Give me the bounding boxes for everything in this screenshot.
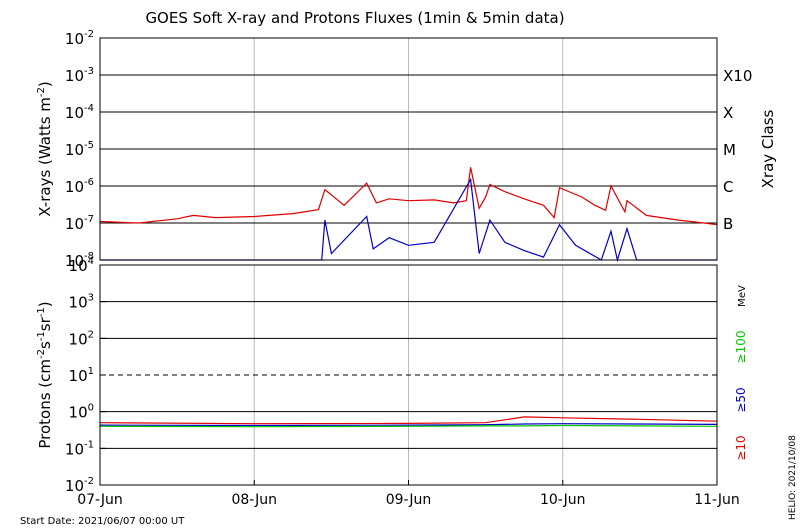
helio-stamp: HELIO: 2021/10/08 bbox=[788, 435, 798, 520]
xray-ytick-base: 10 bbox=[65, 30, 84, 48]
xray-series-long bbox=[99, 167, 718, 226]
xray-ytick-exp: -5 bbox=[84, 140, 94, 151]
xray-ytick-exp: -4 bbox=[84, 103, 94, 114]
xray-class-label: C bbox=[723, 178, 733, 196]
xray-ylabel-exp: -2 bbox=[36, 87, 47, 97]
proton-ytick-label: 100 bbox=[69, 403, 94, 422]
energy-label-50: ≥50 bbox=[734, 387, 748, 412]
xray-ytick-exp: -3 bbox=[84, 66, 94, 77]
x-tick-label: 08-Jun bbox=[231, 492, 277, 508]
xray-class-label: M bbox=[723, 141, 736, 159]
xray-ytick-label: 10-4 bbox=[65, 103, 94, 122]
xray-ytick-label: 10-8 bbox=[65, 251, 94, 270]
proton-ylabel-exp3: -1 bbox=[36, 307, 47, 317]
proton-series-100 bbox=[99, 424, 718, 428]
energy-label-10: ≥10 bbox=[734, 435, 748, 460]
xray-ytick-base: 10 bbox=[65, 178, 84, 196]
proton-ytick-label: 101 bbox=[69, 366, 94, 385]
proton-ytick-base: 10 bbox=[69, 294, 88, 312]
proton-ytick-exp: -2 bbox=[84, 476, 94, 487]
xray-ytick-exp: -7 bbox=[84, 214, 94, 225]
proton-ylabel-sr: sr bbox=[36, 316, 54, 331]
xray-ytick-base: 10 bbox=[65, 215, 84, 233]
proton-ytick-label: 10-2 bbox=[65, 476, 94, 495]
xray-ytick-exp: -6 bbox=[84, 177, 94, 188]
proton-ytick-base: 10 bbox=[69, 367, 88, 385]
proton-ylabel-suffix: ) bbox=[36, 301, 54, 307]
proton-ylabel-s: s bbox=[36, 341, 54, 349]
energy-label-100: ≥100 bbox=[734, 331, 748, 364]
proton-series-50 bbox=[99, 423, 718, 427]
proton-ylabel-exp2: -1 bbox=[36, 331, 47, 341]
xray-class-label: X10 bbox=[723, 67, 752, 85]
proton-ytick-base: 10 bbox=[65, 477, 84, 495]
xray-class-label: X bbox=[723, 104, 733, 122]
proton-ytick-base: 10 bbox=[69, 330, 88, 348]
xray-ytick-base: 10 bbox=[65, 104, 84, 122]
proton-ytick-exp: 3 bbox=[88, 293, 94, 304]
xray-ytick-label: 10-7 bbox=[65, 214, 94, 233]
xray-class-label: B bbox=[723, 215, 733, 233]
proton-ytick-exp: 2 bbox=[88, 329, 94, 340]
xray-ytick-base: 10 bbox=[65, 252, 84, 270]
xray-ytick-base: 10 bbox=[65, 141, 84, 159]
xray-ytick-label: 10-6 bbox=[65, 177, 94, 196]
xray-ylabel: X-rays (Watts m-2) bbox=[36, 81, 54, 216]
xray-ytick-exp: -8 bbox=[84, 251, 94, 262]
proton-ytick-exp: 1 bbox=[88, 366, 94, 377]
proton-ytick-label: 10-1 bbox=[65, 439, 94, 458]
proton-ylabel: Protons (cm-2s-1sr-1) bbox=[36, 301, 54, 448]
proton-ytick-base: 10 bbox=[65, 440, 84, 458]
proton-ylabel-exp1: -2 bbox=[36, 349, 47, 359]
xray-class-axis-label: Xray Class bbox=[759, 109, 777, 188]
xray-ytick-label: 10-3 bbox=[65, 66, 94, 85]
xray-ytick-label: 10-2 bbox=[65, 29, 94, 48]
xray-ytick-exp: -2 bbox=[84, 29, 94, 40]
x-tick-label: 07-Jun bbox=[77, 492, 123, 508]
xray-ylabel-prefix: X-rays (Watts m bbox=[36, 97, 54, 217]
proton-ytick-exp: 0 bbox=[88, 403, 94, 414]
proton-ytick-exp: -1 bbox=[84, 439, 94, 450]
x-tick-label: 11-Jun bbox=[694, 492, 740, 508]
chart-title: GOES Soft X-ray and Protons Fluxes (1min… bbox=[145, 9, 564, 27]
xray-series-short bbox=[100, 177, 717, 263]
proton-ytick-base: 10 bbox=[69, 257, 88, 275]
xray-panel: 10-210-310-410-510-610-710-8 X-rays (Wat… bbox=[36, 29, 777, 270]
proton-ytick-exp: 4 bbox=[88, 256, 94, 267]
proton-ytick-label: 104 bbox=[69, 256, 94, 275]
proton-unit-label: MeV bbox=[737, 285, 748, 307]
x-tick-label: 10-Jun bbox=[540, 492, 586, 508]
proton-ytick-label: 103 bbox=[69, 293, 94, 312]
proton-series-10 bbox=[99, 416, 718, 425]
xray-ytick-label: 10-5 bbox=[65, 140, 94, 159]
start-date-label: Start Date: 2021/06/07 00:00 UT bbox=[20, 516, 185, 527]
proton-ytick-label: 102 bbox=[69, 329, 94, 348]
proton-ylabel-prefix: Protons (cm bbox=[36, 359, 54, 449]
proton-ytick-base: 10 bbox=[69, 404, 88, 422]
x-tick-label: 09-Jun bbox=[386, 492, 432, 508]
xray-ylabel-suffix: ) bbox=[36, 81, 54, 87]
xray-ytick-base: 10 bbox=[65, 67, 84, 85]
